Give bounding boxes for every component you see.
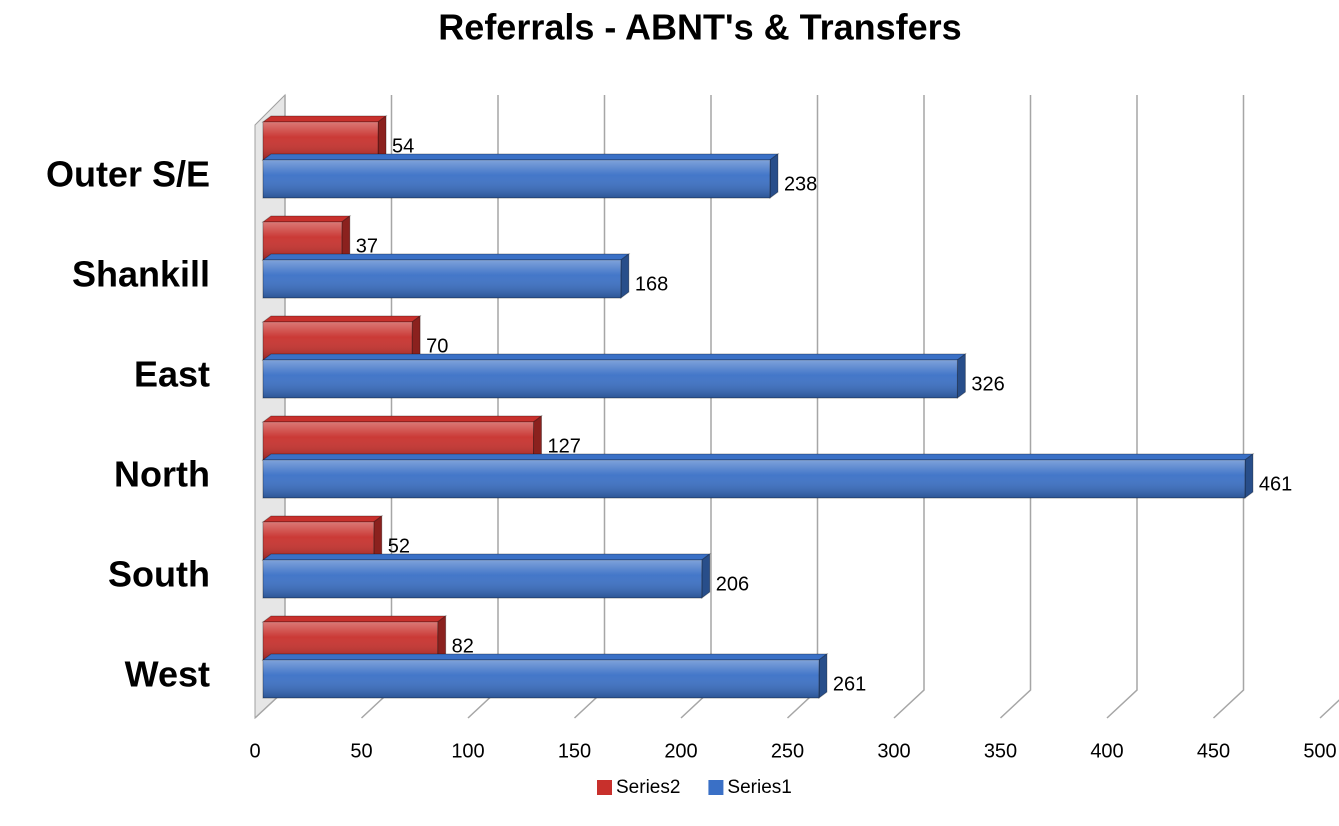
legend-label: Series1 bbox=[727, 777, 791, 798]
data-label: 461 bbox=[1259, 473, 1292, 495]
bar-end-shade bbox=[373, 516, 382, 560]
x-tick-label: 450 bbox=[1197, 740, 1230, 762]
category-label: South bbox=[108, 554, 210, 595]
bar-shine bbox=[263, 322, 413, 360]
bar-end-shade bbox=[1244, 454, 1253, 498]
x-tick-label: 400 bbox=[1090, 740, 1123, 762]
bar-top bbox=[261, 653, 829, 661]
bar-top bbox=[261, 615, 448, 623]
bar-shine bbox=[263, 422, 534, 460]
data-label: 52 bbox=[388, 535, 410, 557]
category-label: Outer S/E bbox=[46, 154, 210, 195]
bar-top bbox=[261, 353, 967, 361]
category-label: East bbox=[134, 354, 210, 395]
data-label: 168 bbox=[635, 273, 668, 295]
grid-line bbox=[999, 95, 1032, 719]
bar-shine bbox=[263, 622, 438, 660]
x-tick-label: 0 bbox=[249, 740, 260, 762]
grid-line bbox=[1212, 95, 1245, 719]
bar-shine bbox=[263, 560, 702, 598]
x-tick-label: 350 bbox=[984, 740, 1017, 762]
data-label: 127 bbox=[548, 435, 581, 457]
bar-shine bbox=[263, 660, 819, 698]
bar-top bbox=[261, 315, 422, 323]
bar-end-shade bbox=[341, 216, 350, 260]
bar-end-shade bbox=[533, 416, 542, 460]
grid-line bbox=[893, 95, 925, 719]
legend-swatch bbox=[597, 780, 612, 795]
bar-end-shade bbox=[378, 116, 387, 160]
bar-end-shade bbox=[620, 254, 629, 298]
bar-top bbox=[261, 153, 780, 161]
data-label: 54 bbox=[392, 135, 414, 157]
bar-shine bbox=[263, 222, 342, 260]
legend-label: Series2 bbox=[616, 777, 680, 798]
bar-shine bbox=[263, 360, 958, 398]
category-label: West bbox=[125, 654, 210, 695]
bar-shine bbox=[263, 522, 374, 560]
grid-line bbox=[1106, 95, 1138, 719]
bar-top bbox=[261, 553, 712, 561]
bar-shine bbox=[263, 160, 770, 198]
data-label: 82 bbox=[452, 635, 474, 657]
data-label: 238 bbox=[784, 173, 817, 195]
bar-end bbox=[620, 253, 630, 299]
bar-top bbox=[261, 515, 384, 523]
x-tick-label: 500 bbox=[1303, 740, 1336, 762]
bar-top bbox=[261, 453, 1255, 461]
bar-end bbox=[1244, 453, 1254, 499]
bar-shine bbox=[263, 260, 621, 298]
bar-top bbox=[261, 115, 388, 123]
data-label: 206 bbox=[716, 573, 749, 595]
chart-title: Referrals - ABNT's & Transfers bbox=[438, 7, 961, 48]
bar-top bbox=[261, 415, 544, 423]
bar-top bbox=[261, 253, 631, 261]
legend-swatch bbox=[708, 780, 724, 795]
bar-end-shade bbox=[957, 354, 966, 398]
x-tick-label: 150 bbox=[558, 740, 591, 762]
bar-end-shade bbox=[437, 616, 446, 660]
bar-end-shade bbox=[769, 154, 778, 198]
category-label: Shankill bbox=[72, 254, 210, 295]
data-label: 70 bbox=[426, 335, 448, 357]
x-tick-label: 250 bbox=[771, 740, 804, 762]
x-tick-label: 200 bbox=[664, 740, 697, 762]
category-label: North bbox=[114, 454, 210, 495]
data-label: 37 bbox=[356, 235, 378, 257]
x-tick-label: 50 bbox=[350, 740, 372, 762]
bar-shine bbox=[263, 460, 1245, 498]
bar-shine bbox=[263, 122, 379, 160]
bar-end-shade bbox=[818, 654, 827, 698]
bar-end-shade bbox=[412, 316, 421, 360]
bar-top bbox=[261, 215, 352, 223]
grid-line bbox=[1319, 699, 1339, 719]
data-label: 261 bbox=[833, 673, 866, 695]
data-label: 326 bbox=[971, 373, 1004, 395]
x-tick-label: 300 bbox=[877, 740, 910, 762]
bar-end-shade bbox=[701, 554, 710, 598]
x-tick-label: 100 bbox=[451, 740, 484, 762]
